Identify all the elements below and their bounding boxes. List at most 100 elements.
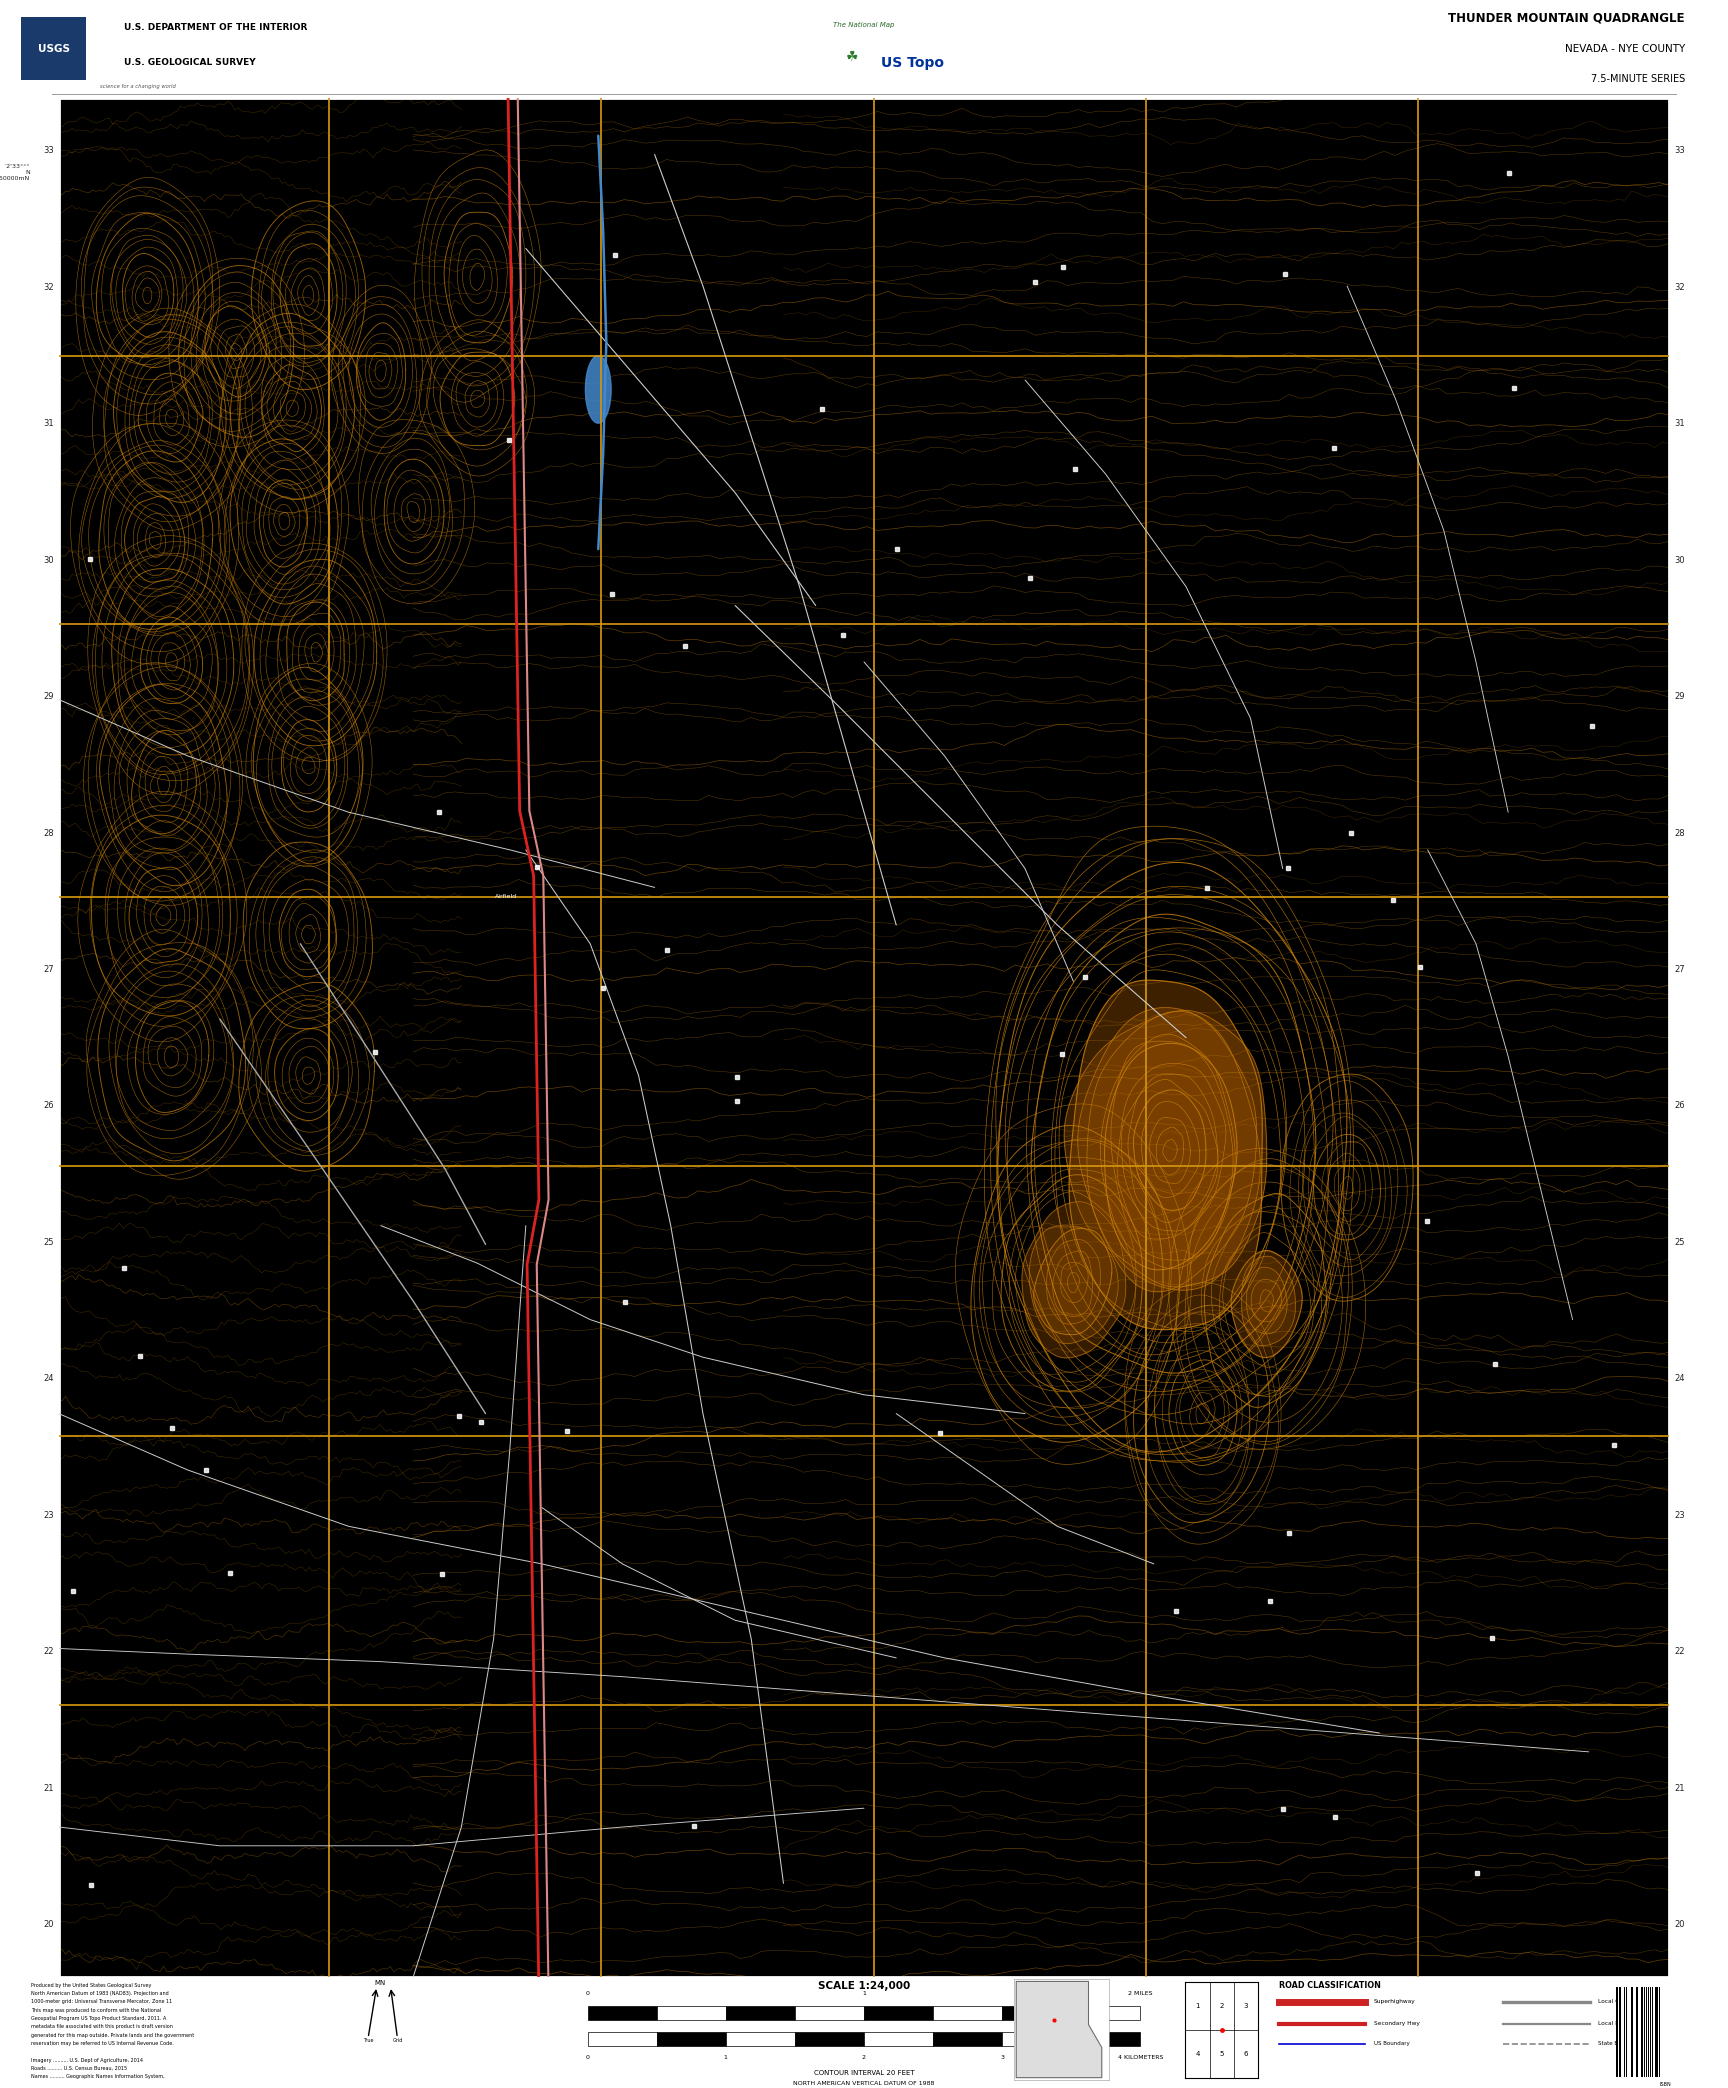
Text: 30: 30 <box>43 555 54 564</box>
Polygon shape <box>1016 1982 1102 2078</box>
Bar <box>933 2007 1002 2021</box>
Polygon shape <box>1101 1034 1236 1270</box>
Text: 26: 26 <box>1674 1102 1685 1111</box>
Text: 96: 96 <box>1116 1982 1127 1990</box>
Text: Local Road: Local Road <box>1598 2021 1631 2025</box>
Text: 1000-meter grid: Universal Transverse Mercator, Zone 11: 1000-meter grid: Universal Transverse Me… <box>31 2000 173 2004</box>
Text: 28: 28 <box>1674 829 1685 837</box>
Text: 90: 90 <box>86 86 97 94</box>
Text: North American Datum of 1983 (NAD83). Projection and: North American Datum of 1983 (NAD83). Pr… <box>31 1992 169 1996</box>
Polygon shape <box>1260 1290 1274 1311</box>
Text: 28: 28 <box>43 829 54 837</box>
Text: The National Map: The National Map <box>833 21 895 27</box>
Text: 7.5-MINUTE SERIES: 7.5-MINUTE SERIES <box>1590 73 1685 84</box>
Text: 24: 24 <box>43 1374 54 1384</box>
Text: 32: 32 <box>43 282 54 292</box>
Bar <box>933 2032 1002 2046</box>
Text: Secondary Hwy: Secondary Hwy <box>1374 2021 1420 2025</box>
Bar <box>864 2032 933 2046</box>
Text: 38°17'30": 38°17'30" <box>1693 1990 1728 2000</box>
Text: 93: 93 <box>601 1982 612 1990</box>
Text: reservation may be referred to US Internal Revenue Code.: reservation may be referred to US Intern… <box>31 2040 175 2046</box>
Text: 38.2500°: 38.2500° <box>0 75 35 86</box>
Text: 93: 93 <box>601 86 612 94</box>
Polygon shape <box>1068 1272 1080 1292</box>
Bar <box>1631 1986 1633 2078</box>
Text: State Border: State Border <box>1598 2042 1633 2046</box>
Text: 4 KILOMETERS: 4 KILOMETERS <box>1118 2055 1163 2061</box>
Text: ROAD CLASSIFICATION: ROAD CLASSIFICATION <box>1279 1982 1381 1990</box>
Text: 25: 25 <box>43 1238 54 1247</box>
Polygon shape <box>1104 1044 1237 1270</box>
Text: 99'00"E: 99'00"E <box>1621 1982 1654 1990</box>
Text: MN: MN <box>375 1979 385 1986</box>
Text: Roads .......... U.S. Census Bureau, 2015: Roads .......... U.S. Census Bureau, 201… <box>31 2065 128 2071</box>
Text: ´2'33°°°
N
4250000mN: ´2'33°°° N 4250000mN <box>0 165 29 180</box>
Polygon shape <box>1149 1117 1191 1184</box>
Text: CONTOUR INTERVAL 20 FEET: CONTOUR INTERVAL 20 FEET <box>814 2069 914 2075</box>
Text: Airfield: Airfield <box>496 894 517 900</box>
Text: Grid: Grid <box>392 2038 403 2042</box>
Text: 21: 21 <box>43 1783 54 1794</box>
Text: 92: 92 <box>429 1982 441 1990</box>
Text: 31: 31 <box>1674 420 1685 428</box>
Text: 1: 1 <box>862 1992 866 1996</box>
Text: 3: 3 <box>1001 2055 1004 2061</box>
Text: 31: 31 <box>43 420 54 428</box>
Text: 29: 29 <box>43 691 54 702</box>
Text: NORTH AMERICAN VERTICAL DATUM OF 1988: NORTH AMERICAN VERTICAL DATUM OF 1988 <box>793 2080 935 2086</box>
Bar <box>657 2032 726 2046</box>
Text: 5: 5 <box>1220 2050 1223 2057</box>
Bar <box>657 2007 726 2021</box>
Text: THUNDER MOUNTAIN QUADRANGLE: THUNDER MOUNTAIN QUADRANGLE <box>1448 10 1685 25</box>
Text: 27: 27 <box>43 965 54 973</box>
Text: U.S. DEPARTMENT OF THE INTERIOR: U.S. DEPARTMENT OF THE INTERIOR <box>124 23 308 31</box>
Bar <box>795 2007 864 2021</box>
Polygon shape <box>1134 1090 1206 1211</box>
Polygon shape <box>1070 979 1261 1330</box>
Text: 22: 22 <box>1674 1647 1685 1656</box>
Polygon shape <box>1156 1128 1184 1176</box>
Text: 20: 20 <box>1674 1921 1685 1929</box>
Text: 32: 32 <box>1674 282 1685 292</box>
Text: 23: 23 <box>43 1512 54 1520</box>
Text: True: True <box>363 2038 373 2042</box>
Text: 22: 22 <box>43 1647 54 1656</box>
Text: US Boundary: US Boundary <box>1374 2042 1410 2046</box>
Text: 95: 95 <box>945 86 956 94</box>
Text: 91: 91 <box>257 86 268 94</box>
Text: generated for this map outside. Private lands and the government: generated for this map outside. Private … <box>31 2034 194 2038</box>
Text: 3: 3 <box>1244 2002 1248 2009</box>
Bar <box>1002 2007 1071 2021</box>
Text: 2 MILES: 2 MILES <box>1128 1992 1153 1996</box>
Text: 95: 95 <box>945 1982 956 1990</box>
Text: ISBN: ISBN <box>1661 2082 1671 2086</box>
Bar <box>588 2007 657 2021</box>
Polygon shape <box>1047 1240 1101 1324</box>
Bar <box>1071 2032 1140 2046</box>
Bar <box>864 2007 933 2021</box>
Text: 33: 33 <box>43 146 54 155</box>
Text: 0: 0 <box>586 2055 589 2061</box>
Polygon shape <box>1061 1263 1089 1303</box>
Polygon shape <box>1251 1280 1280 1322</box>
Text: This map was produced to conform with the National: This map was produced to conform with th… <box>31 2009 161 2013</box>
Text: 38.2500°: 38.2500° <box>1693 75 1728 86</box>
Text: 96: 96 <box>1116 86 1127 94</box>
Polygon shape <box>586 355 612 424</box>
Text: 27: 27 <box>1674 965 1685 973</box>
Text: 21: 21 <box>1674 1783 1685 1794</box>
Text: Superhighway: Superhighway <box>1374 1998 1415 2004</box>
Bar <box>726 2032 795 2046</box>
Text: US Topo: US Topo <box>881 56 943 69</box>
Polygon shape <box>1052 1251 1092 1315</box>
Text: U.S. GEOLOGICAL SURVEY: U.S. GEOLOGICAL SURVEY <box>124 58 256 67</box>
Text: 98: 98 <box>1460 86 1471 94</box>
Text: 26: 26 <box>43 1102 54 1111</box>
Polygon shape <box>1121 1073 1218 1232</box>
Bar <box>588 2032 657 2046</box>
Text: Geospatial Program US Topo Product Standard, 2011. A: Geospatial Program US Topo Product Stand… <box>31 2017 166 2021</box>
Text: 33: 33 <box>1674 146 1685 155</box>
Text: Local Connector: Local Connector <box>1598 1998 1645 2004</box>
Text: 97: 97 <box>1287 86 1299 94</box>
